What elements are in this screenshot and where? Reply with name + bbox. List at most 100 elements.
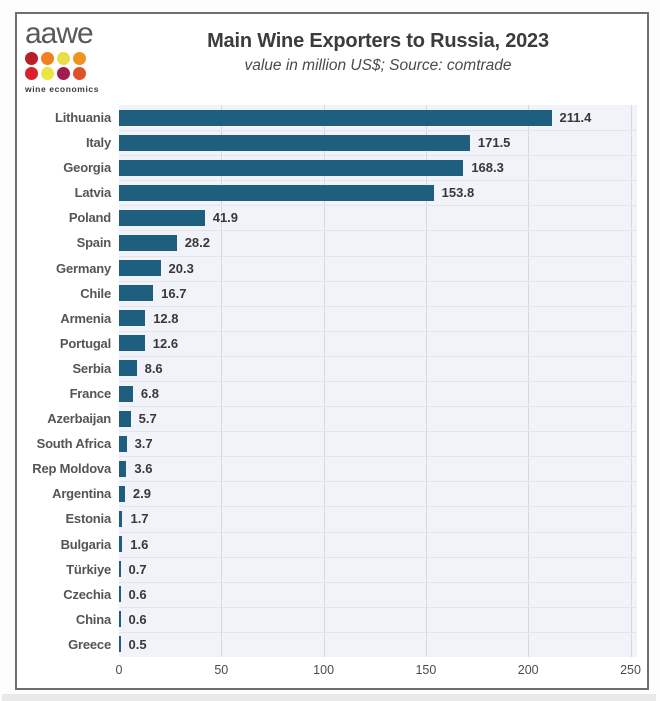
logo-dot-icon [41, 52, 54, 65]
horizontal-gridline [119, 631, 637, 633]
horizontal-gridline [119, 381, 637, 382]
country-label: South Africa [36, 436, 112, 452]
value-label: 171.5 [477, 135, 511, 151]
horizontal-gridline [119, 205, 637, 207]
value-label: 12.6 [152, 335, 179, 351]
bar-row: Lithuania 211.4 [55, 105, 637, 130]
x-tick: 50 [214, 663, 229, 677]
value-label: 0.6 [128, 586, 147, 602]
bar-row: Poland 41.9 [69, 205, 637, 230]
horizontal-gridline [119, 431, 637, 433]
bar-row: Chile 16.7 [80, 281, 637, 306]
bar [119, 134, 470, 151]
horizontal-gridline [119, 406, 637, 408]
bar-row: Azerbaijan 5.7 [47, 406, 637, 431]
x-tick: 150 [415, 663, 437, 677]
x-axis: 0 50 100 150 200 250 [115, 663, 641, 679]
bar-row: Italy 171.5 [86, 130, 637, 155]
value-label: 16.7 [161, 285, 187, 301]
logo-dot-icon [73, 52, 86, 65]
bar [119, 159, 464, 176]
country-label: Azerbaijan [47, 411, 111, 427]
bar [119, 435, 127, 452]
bar-row: Czechia 0.6 [63, 582, 637, 607]
logo-dot-icon [57, 52, 70, 65]
logo-dot-icon [57, 67, 70, 80]
bar [119, 360, 137, 377]
country-label: Bulgaria [60, 536, 112, 552]
value-label: 168.3 [471, 160, 504, 176]
country-label: Portugal [59, 335, 111, 351]
country-label: Czechia [63, 586, 111, 602]
bar-row: China 0.6 [76, 607, 637, 632]
bar [119, 310, 146, 327]
country-label: Türkiye [66, 561, 111, 577]
horizontal-gridline [119, 456, 637, 458]
bar-row: Estonia 1.7 [65, 506, 637, 531]
bottom-strip [2, 694, 656, 701]
country-label: Latvia [74, 185, 112, 201]
country-label: Italy [85, 135, 111, 151]
logo-dot-icon [25, 67, 38, 80]
country-label: Germany [56, 260, 111, 276]
bar [119, 611, 121, 628]
horizontal-gridline [119, 280, 637, 282]
bar-row: Türkiye 0.7 [66, 557, 637, 582]
logo-tagline: wine economics [25, 84, 100, 94]
bar-row: Armenia 12.8 [60, 306, 637, 331]
plot-area: Lithuania 211.4 Italy 171.5 Georgia 168.3 Latv… [32, 105, 637, 657]
value-label: 211.4 [559, 110, 592, 125]
horizontal-gridline [119, 155, 637, 157]
country-label: Argentina [52, 486, 111, 502]
bar [119, 285, 154, 302]
value-label: 5.7 [138, 411, 157, 427]
value-label: 20.3 [168, 260, 194, 276]
value-label: 28.2 [184, 235, 210, 251]
value-label: 3.6 [134, 461, 153, 477]
chart-subtitle: value in million US$; Source: comtrade [244, 57, 512, 74]
horizontal-gridline [119, 481, 637, 483]
country-label: Georgia [63, 160, 111, 176]
bar [119, 410, 131, 427]
country-label: Estonia [65, 511, 111, 527]
bar-row: France 6.8 [70, 381, 637, 406]
country-label: Lithuania [55, 110, 111, 125]
value-label: 6.8 [140, 386, 159, 401]
bar-row: Bulgaria 1.6 [61, 532, 637, 557]
bar [119, 335, 145, 352]
value-label: 12.8 [153, 310, 179, 326]
country-label: Poland [68, 210, 111, 226]
country-label: Armenia [60, 310, 111, 326]
country-label: China [75, 611, 111, 627]
x-tick: 0 [115, 663, 123, 677]
bar [119, 234, 177, 251]
value-label: 1.7 [130, 511, 149, 527]
bar-row: Georgia 168.3 [63, 155, 637, 180]
bar [119, 636, 121, 653]
horizontal-gridline [119, 330, 637, 332]
logo-dot-icon [73, 67, 86, 80]
chart-header: Main Wine Exporters to Russia, 2023 valu… [117, 28, 639, 78]
country-label: Spain [76, 235, 112, 251]
bar [119, 586, 121, 603]
country-label: Greece [68, 636, 111, 652]
chart-card: aawe wine economics Main Wine Exporters … [15, 12, 649, 690]
value-label: 0.7 [128, 561, 147, 577]
value-label: 3.7 [134, 436, 153, 452]
horizontal-gridline [119, 305, 637, 307]
bar [119, 485, 125, 502]
value-label: 0.5 [128, 636, 147, 652]
aawe-logo: aawe wine economics [25, 19, 100, 94]
horizontal-gridline [119, 606, 637, 608]
bar [119, 109, 552, 126]
horizontal-gridline [119, 581, 637, 583]
bar-row: Serbia 8.6 [72, 356, 637, 381]
bar-row: Portugal 12.6 [60, 331, 637, 356]
chart-title: Main Wine Exporters to Russia, 2023 [207, 30, 549, 52]
x-tick: 200 [517, 663, 539, 677]
value-label: 41.9 [212, 210, 239, 226]
bar [119, 385, 133, 402]
horizontal-gridline [119, 531, 637, 533]
horizontal-gridline [119, 180, 637, 182]
logo-dot-icon [25, 52, 38, 65]
